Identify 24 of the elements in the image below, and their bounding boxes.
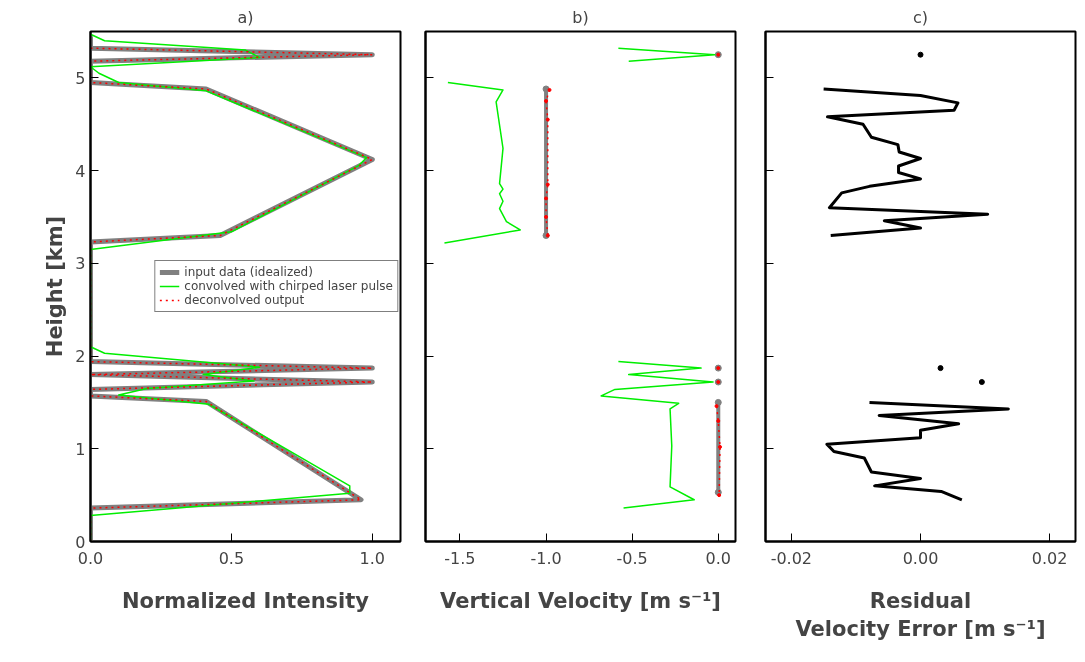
legend-label: input data (idealized) <box>184 265 313 279</box>
x-tick-label: 0.5 <box>218 548 245 568</box>
y-tick-label: 3 <box>75 254 86 274</box>
x-axis-title: Residual Velocity Error [m s⁻¹] <box>795 588 1046 642</box>
x-tick-label: -1.5 <box>444 548 476 568</box>
x-tick-label: -1.0 <box>530 548 562 568</box>
y-axis-title: Height [km] <box>43 215 68 358</box>
chart-title: c) <box>912 7 929 27</box>
y-tick-label: 1 <box>75 439 86 459</box>
x-axis-title: Normalized Intensity <box>121 588 370 613</box>
x-tick-label: -0.5 <box>616 548 648 568</box>
y-tick-label: 4 <box>75 161 86 181</box>
x-tick-label: 1.0 <box>359 548 386 568</box>
x-tick-label: -0.02 <box>770 548 813 568</box>
x-tick-label: 0.00 <box>902 548 939 568</box>
y-tick-label: 5 <box>75 68 86 88</box>
chart-title: a) <box>237 7 254 27</box>
x-tick-label: 0.0 <box>705 548 732 568</box>
x-axis-title: Vertical Velocity [m s⁻¹] <box>440 588 721 613</box>
x-tick-label: 0.02 <box>1031 548 1068 568</box>
legend-label: deconvolved output <box>184 293 305 307</box>
legend-label: convolved with chirped laser pulse <box>184 279 393 293</box>
y-tick-label: 2 <box>75 347 86 367</box>
chart-title: b) <box>572 7 589 27</box>
